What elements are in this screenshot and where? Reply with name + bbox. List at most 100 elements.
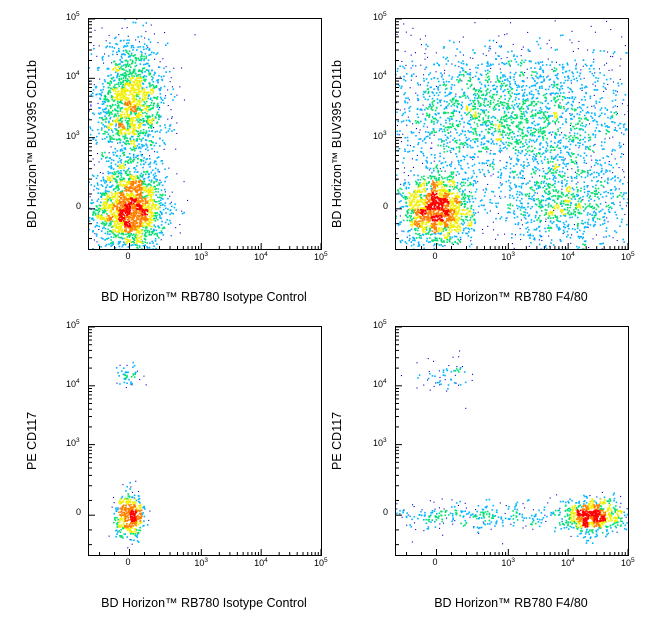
event-point — [110, 105, 113, 108]
event-point — [127, 162, 129, 164]
event-point — [124, 19, 126, 21]
event-point — [151, 117, 154, 120]
event-point — [126, 102, 129, 105]
event-point — [534, 109, 537, 111]
event-point — [439, 91, 441, 94]
event-point — [542, 168, 544, 170]
event-point — [409, 145, 411, 147]
event-point — [117, 66, 120, 69]
event-point — [104, 205, 106, 207]
event-point — [152, 91, 155, 94]
event-point — [144, 52, 147, 55]
event-point — [492, 39, 495, 42]
event-point — [100, 208, 103, 210]
event-point — [144, 37, 146, 39]
event-point — [156, 212, 158, 214]
event-point — [118, 209, 120, 212]
event-point — [612, 52, 615, 55]
event-point — [99, 208, 101, 210]
event-point — [121, 233, 123, 235]
event-point — [595, 234, 597, 236]
event-point — [92, 89, 95, 91]
event-point — [588, 190, 591, 193]
event-point — [163, 85, 166, 88]
event-point — [462, 223, 464, 226]
event-point — [124, 230, 127, 232]
event-point — [118, 79, 120, 82]
event-point — [513, 197, 515, 200]
event-point — [95, 93, 97, 96]
event-point — [410, 228, 413, 231]
event-point — [99, 97, 101, 100]
event-point — [153, 229, 155, 232]
event-point — [132, 188, 135, 191]
event-point — [403, 23, 405, 25]
event-point — [103, 79, 106, 81]
event-point — [142, 209, 145, 211]
event-point — [430, 147, 432, 149]
event-point — [138, 116, 140, 119]
event-point — [592, 225, 595, 228]
event-point — [140, 50, 142, 53]
event-point — [118, 121, 120, 124]
event-point — [444, 69, 446, 71]
event-point — [525, 99, 527, 101]
event-point — [139, 214, 142, 217]
event-point — [117, 172, 120, 175]
event-point — [425, 135, 428, 138]
event-point — [132, 148, 135, 151]
event-point — [157, 208, 160, 211]
event-point — [398, 201, 401, 203]
event-point — [403, 78, 405, 81]
event-point — [176, 122, 178, 124]
event-point — [582, 129, 584, 131]
event-point — [164, 221, 167, 224]
event-point — [509, 75, 511, 78]
event-point — [117, 243, 120, 245]
event-point — [124, 72, 127, 74]
event-point — [460, 238, 462, 240]
event-point — [592, 134, 594, 136]
event-point — [139, 212, 141, 215]
event-point — [551, 61, 553, 63]
event-point — [118, 167, 121, 169]
event-point — [515, 199, 518, 202]
event-point — [142, 174, 144, 176]
event-point — [102, 223, 104, 225]
event-point — [126, 194, 129, 197]
event-point — [138, 79, 140, 82]
event-point — [156, 79, 158, 82]
event-point — [136, 189, 138, 191]
event-point — [111, 141, 113, 143]
event-point — [104, 101, 107, 103]
event-point — [132, 202, 135, 205]
event-point — [110, 245, 112, 247]
event-point — [112, 173, 114, 175]
event-point — [122, 233, 124, 235]
event-point — [566, 163, 568, 165]
event-point — [97, 213, 99, 215]
event-point — [447, 104, 449, 107]
event-point — [526, 68, 528, 70]
event-point — [466, 162, 469, 165]
event-point — [147, 91, 150, 93]
event-point — [122, 224, 124, 226]
event-point — [412, 123, 414, 125]
event-point — [124, 207, 127, 210]
event-point — [149, 242, 151, 244]
event-point — [142, 202, 144, 205]
event-point — [111, 113, 113, 115]
event-point — [541, 162, 544, 164]
event-point — [113, 84, 116, 87]
event-point — [122, 135, 124, 138]
event-point — [159, 216, 161, 219]
event-point — [606, 20, 608, 22]
event-point — [443, 46, 446, 48]
event-point — [157, 168, 159, 171]
event-point — [112, 68, 114, 70]
event-point — [131, 121, 134, 124]
event-point — [152, 191, 154, 194]
event-point — [466, 154, 468, 157]
event-point — [142, 67, 145, 70]
event-point — [144, 97, 146, 99]
